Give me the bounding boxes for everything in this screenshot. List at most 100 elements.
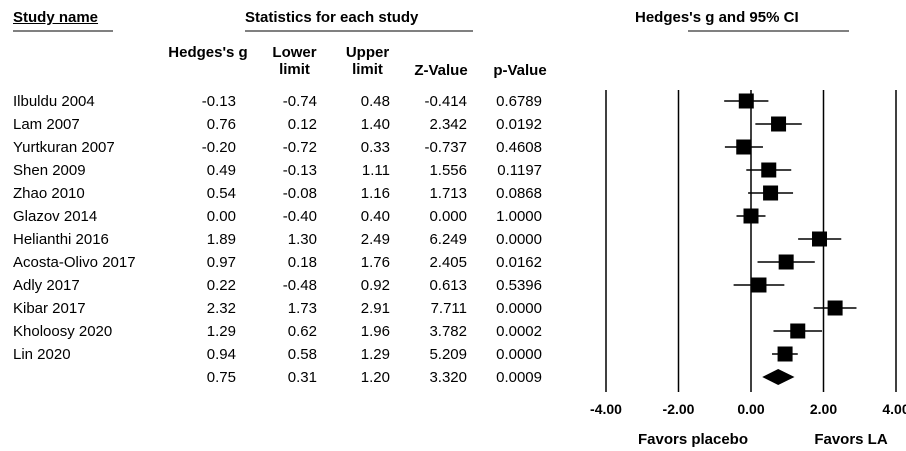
hedges-g-cell: -0.20	[201, 139, 236, 156]
study-name-cell: Shen 2009	[13, 162, 86, 179]
study-name-cell: Adly 2017	[13, 277, 80, 294]
effect-marker	[743, 208, 759, 224]
lower-limit-cell: 0.12	[287, 116, 317, 133]
p-value-cell: 0.0162	[496, 254, 542, 271]
lower-limit-cell: -0.13	[282, 162, 317, 179]
upper-limit-cell: 1.11	[361, 162, 390, 179]
upper-limit-cell: 1.16	[360, 185, 390, 202]
z-value-cell: 1.713	[429, 185, 467, 202]
study-name-cell: Acosta-Olivo 2017	[13, 254, 136, 271]
z-value-cell: 5.209	[429, 346, 467, 363]
p-value-cell: 0.0000	[496, 231, 542, 248]
hedges-g-cell: -0.13	[201, 93, 236, 110]
effect-marker	[736, 139, 752, 155]
summary-upper-limit-cell: 1.20	[360, 369, 390, 386]
study-name-cell: Zhao 2010	[13, 185, 85, 202]
col-header-z-value: Z-Value	[414, 62, 468, 79]
x-tick-label: -2.00	[663, 401, 695, 417]
favors-right-label: Favors LA	[814, 431, 888, 448]
lower-limit-cell: -0.08	[282, 185, 317, 202]
x-tick-label: -4.00	[590, 401, 622, 417]
upper-limit-cell: 1.29	[360, 346, 390, 363]
lower-limit-cell: -0.40	[282, 208, 317, 225]
p-value-cell: 0.0000	[496, 300, 542, 317]
study-name-cell: Glazov 2014	[13, 208, 98, 225]
x-tick-label: 2.00	[810, 401, 837, 417]
hedges-g-cell: 2.32	[206, 300, 236, 317]
z-value-cell: 2.405	[429, 254, 467, 271]
effect-marker	[812, 231, 828, 247]
study-name-header: Study name	[13, 9, 99, 26]
hedges-g-cell: 0.22	[206, 277, 236, 294]
hedges-g-cell: 1.89	[206, 231, 236, 248]
lower-limit-cell: 0.58	[287, 346, 317, 363]
effect-marker	[790, 323, 806, 339]
lower-limit-cell: 1.73	[287, 300, 317, 317]
col-header-upper-limit: Upper limit	[345, 44, 390, 78]
summary-z-value-cell: 3.320	[429, 369, 467, 386]
hedges-g-cell: 0.97	[206, 254, 236, 271]
upper-limit-cell: 0.48	[360, 93, 390, 110]
lower-limit-cell: 1.30	[287, 231, 317, 248]
p-value-cell: 0.0002	[496, 323, 542, 340]
p-value-cell: 0.5396	[496, 277, 542, 294]
p-value-cell: 0.6789	[496, 93, 542, 110]
study-name-cell: Ilbuldu 2004	[13, 93, 95, 110]
hedges-g-cell: 1.29	[206, 323, 236, 340]
study-name-cell: Lin 2020	[13, 346, 71, 363]
summary-p-value-cell: 0.0009	[496, 369, 542, 386]
z-value-cell: 2.342	[429, 116, 467, 133]
effect-marker	[738, 93, 754, 109]
lower-limit-cell: 0.62	[287, 323, 317, 340]
summary-lower-limit-cell: 0.31	[287, 369, 317, 386]
z-value-cell: 3.782	[429, 323, 467, 340]
upper-limit-cell: 1.96	[360, 323, 390, 340]
p-value-cell: 1.0000	[496, 208, 542, 225]
upper-limit-cell: 2.91	[360, 300, 390, 317]
lower-limit-cell: 0.18	[287, 254, 317, 271]
col-header-hedges-g: Hedges's g	[168, 44, 248, 61]
z-value-cell: 6.249	[429, 231, 467, 248]
upper-limit-cell: 0.40	[360, 208, 390, 225]
z-value-cell: 0.613	[429, 277, 467, 294]
p-value-cell: 0.4608	[496, 139, 542, 156]
statistics-header: Statistics for each study	[245, 9, 419, 26]
p-value-cell: 0.0868	[496, 185, 542, 202]
lower-limit-cell: -0.48	[282, 277, 317, 294]
effect-marker	[777, 346, 793, 362]
effect-marker	[827, 300, 843, 316]
col-header-p-value: p-Value	[493, 62, 547, 79]
upper-limit-cell: 1.40	[360, 116, 390, 133]
hedges-g-cell: 0.76	[206, 116, 236, 133]
z-value-cell: -0.737	[424, 139, 467, 156]
z-value-cell: 1.556	[429, 162, 467, 179]
effect-marker	[771, 116, 787, 132]
hedges-g-cell: 0.54	[206, 185, 236, 202]
study-name-cell: Helianthi 2016	[13, 231, 109, 248]
upper-limit-cell: 2.49	[360, 231, 390, 248]
study-name-cell: Yurtkuran 2007	[13, 139, 115, 156]
summary-hedges-g-cell: 0.75	[206, 369, 236, 386]
x-tick-label: 0.00	[737, 401, 764, 417]
plot-title: Hedges's g and 95% CI	[635, 9, 799, 26]
p-value-cell: 0.1197	[497, 162, 542, 179]
effect-marker	[763, 185, 779, 201]
hedges-g-cell: 0.94	[206, 346, 236, 363]
study-name-cell: Kibar 2017	[13, 300, 86, 317]
upper-limit-cell: 1.76	[360, 254, 390, 271]
upper-limit-cell: 0.33	[360, 139, 390, 156]
x-tick-label: 4.00	[882, 401, 906, 417]
pooled-diamond	[762, 369, 795, 385]
upper-limit-cell: 0.92	[360, 277, 390, 294]
hedges-g-cell: 0.00	[206, 208, 236, 225]
study-name-cell: Kholoosy 2020	[13, 323, 113, 340]
effect-marker	[778, 254, 794, 270]
study-name-cell: Lam 2007	[13, 116, 80, 133]
col-header-lower-limit: Lower limit	[272, 44, 317, 78]
lower-limit-cell: -0.72	[282, 139, 317, 156]
p-value-cell: 0.0000	[496, 346, 542, 363]
z-value-cell: 0.000	[429, 208, 467, 225]
z-value-cell: -0.414	[424, 93, 467, 110]
